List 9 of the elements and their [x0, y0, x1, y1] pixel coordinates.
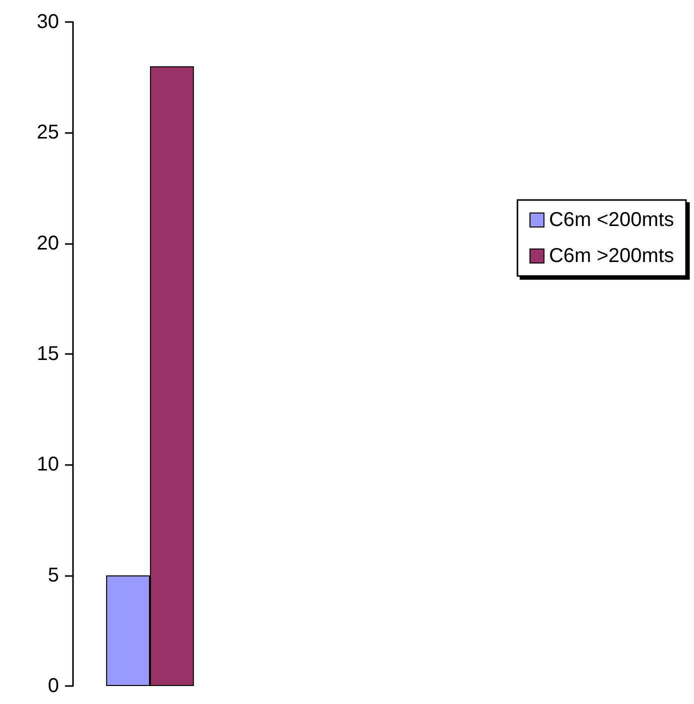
y-tick-label: 30 — [36, 11, 59, 33]
y-tick-label: 20 — [36, 232, 59, 254]
legend-label: C6m <200mts — [548, 209, 674, 231]
y-tick-label: 10 — [36, 454, 59, 476]
y-tick-label: 15 — [36, 343, 59, 365]
y-tick-label: 5 — [48, 564, 59, 586]
y-tick-label: 0 — [48, 675, 59, 697]
legend-label: C6m >200mts — [548, 245, 674, 267]
y-tick-label: 25 — [36, 122, 59, 144]
